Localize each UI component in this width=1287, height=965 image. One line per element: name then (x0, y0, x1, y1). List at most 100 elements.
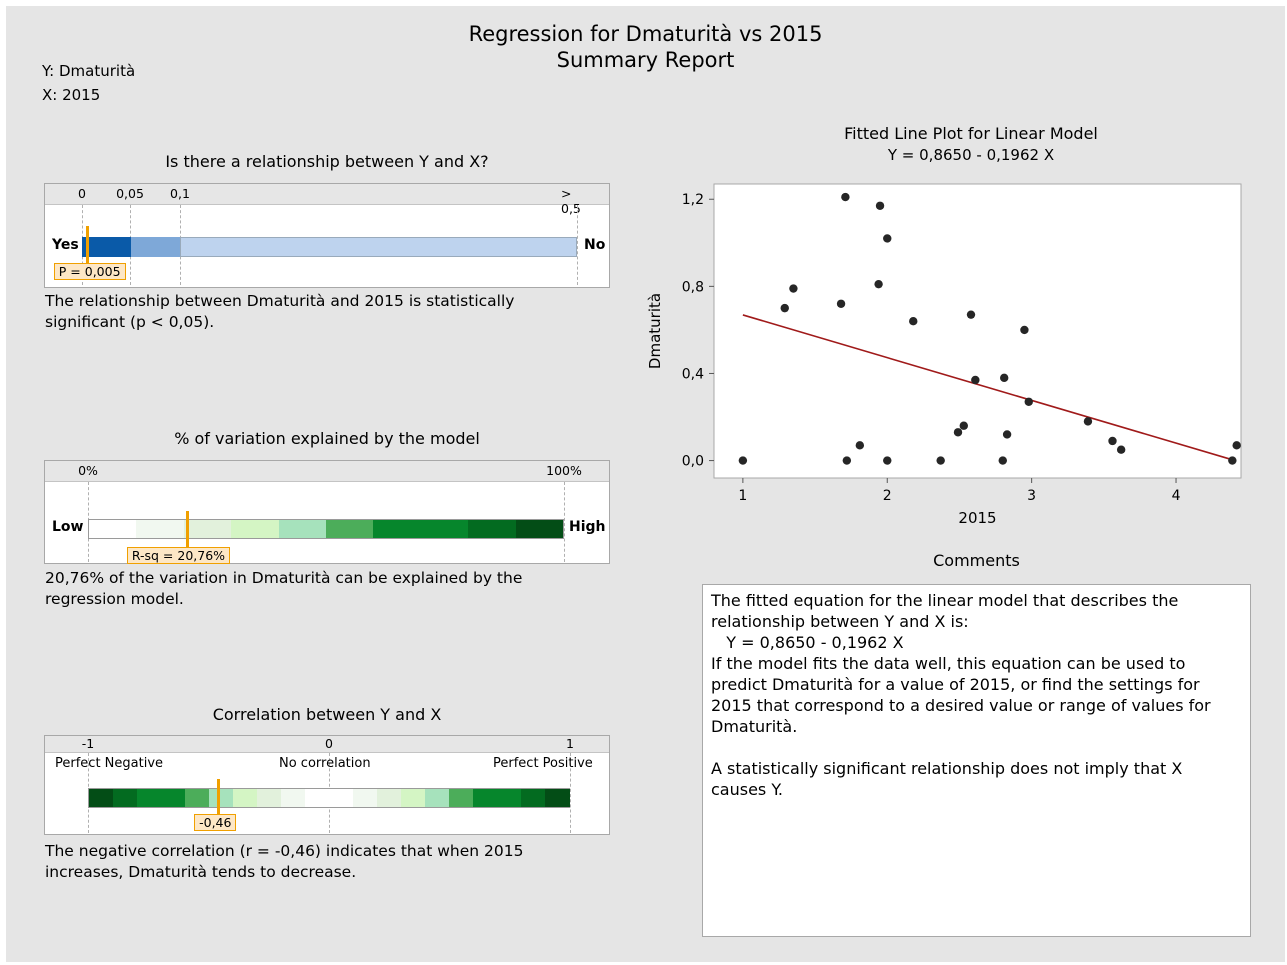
y-variable-label: Y: Dmaturità (42, 62, 136, 80)
pvalue-segment-strong (82, 237, 131, 257)
correlation-marker (217, 779, 221, 818)
pvalue-segment-medium (131, 237, 180, 257)
data-point (1020, 325, 1029, 335)
fitted-line (742, 314, 1235, 461)
correlation-segment (89, 789, 114, 807)
rsq-tick: 100% (546, 463, 582, 478)
pvalue-scale-header: 0 0,05 0,1 > 0,5 (45, 184, 609, 216)
x-tick-label: 3 (1027, 488, 1036, 504)
data-point (966, 310, 976, 319)
correlation-segment (497, 789, 522, 807)
rsq-gradient-bar (88, 519, 564, 539)
rsq-description: 20,76% of the variation in Dmaturità can… (45, 569, 523, 608)
data-point (1002, 430, 1012, 439)
plot-title: Fitted Line Plot for Linear Model (844, 124, 1098, 143)
data-point (874, 279, 883, 289)
correlation-segment (449, 789, 474, 807)
x-tick-label: 2 (883, 488, 892, 504)
report-title: Regression for Dmaturità vs 2015 (468, 22, 823, 46)
data-point (738, 456, 748, 465)
correlation-segment (233, 789, 258, 807)
data-point (780, 303, 789, 313)
correlation-gradient-bar (88, 788, 570, 808)
comments-box: The fitted equation for the linear model… (702, 584, 1251, 937)
rsq-segment (183, 520, 232, 538)
summary-report: Regression for Dmaturità vs 2015 Summary… (6, 6, 1285, 962)
data-point (855, 441, 865, 450)
correlation-tick: 0 (325, 736, 333, 751)
correlation-segment (401, 789, 426, 807)
rsq-segment (515, 520, 564, 538)
correlation-segment (521, 789, 546, 807)
data-point (1108, 436, 1117, 446)
data-point (842, 456, 852, 465)
correlation-marker-label: -0,46 (194, 814, 237, 831)
rsq-tick: 0% (78, 463, 98, 478)
rsq-scale: 0% 100% Low High R-sq = 20,76% (44, 460, 610, 564)
data-point (959, 421, 968, 430)
grid-line (564, 482, 565, 562)
correlation-tick: 1 (566, 736, 574, 751)
data-point (953, 428, 963, 437)
data-point (1024, 397, 1033, 406)
perfect-negative-label: Perfect Negative (55, 756, 164, 771)
y-tick-label: 1,2 (682, 192, 704, 208)
x-axis-label: 2015 (958, 509, 996, 527)
data-point (1000, 373, 1009, 383)
correlation-segment (281, 789, 306, 807)
correlation-segment (113, 789, 138, 807)
correlation-segment (161, 789, 186, 807)
grid-line (577, 205, 578, 285)
data-point (1083, 417, 1093, 426)
data-point (1228, 456, 1237, 465)
rsq-scale-header: 0% 100% (45, 461, 609, 482)
correlation-segment (257, 789, 282, 807)
correlation-segment (353, 789, 378, 807)
low-label: Low (52, 519, 84, 535)
data-point (836, 299, 846, 308)
plot-area (713, 183, 1242, 479)
data-point (936, 456, 945, 465)
rsq-segment (326, 520, 374, 538)
x-variable-label: X: 2015 (42, 86, 101, 104)
report-subtitle: Summary Report (556, 48, 735, 72)
rsq-segment (278, 520, 327, 538)
pvalue-segment-light (180, 237, 577, 257)
data-point (789, 284, 798, 293)
data-point (875, 201, 885, 210)
fitted-line-plot: 1 2 3 4 0,0 0,4 0,8 1,2 2015 Dmaturità (646, 183, 1242, 527)
correlation-segment (329, 789, 354, 807)
correlation-segment (209, 789, 234, 807)
rsq-marker-label: R-sq = 20,76% (126, 547, 231, 564)
correlation-segment (425, 789, 450, 807)
perfect-positive-label: Perfect Positive (493, 756, 593, 771)
correlation-segment (377, 789, 402, 807)
relationship-description: The relationship between Dmaturità and 2… (45, 292, 515, 331)
rsq-segment (231, 520, 280, 538)
correlation-segment (137, 789, 162, 807)
yes-label: Yes (52, 237, 79, 253)
grid-line (570, 753, 571, 833)
comments-title: Comments (933, 551, 1020, 570)
rsq-marker (185, 511, 189, 549)
data-point (909, 317, 918, 326)
y-axis-label: Dmaturità (646, 293, 664, 369)
correlation-segment (305, 789, 330, 807)
plot-subtitle: Y = 0,8650 - 0,1962 X (887, 146, 1055, 164)
pvalue-scale: 0 0,05 0,1 > 0,5 Yes No P = 0,005 (44, 183, 610, 288)
no-label: No (584, 237, 606, 253)
data-point (1116, 445, 1126, 454)
y-tick-label: 0,0 (682, 454, 704, 470)
correlation-tick: -1 (81, 736, 95, 751)
pvalue-tick: 0,05 (116, 186, 144, 201)
high-label: High (569, 519, 606, 535)
x-tick-label: 1 (738, 488, 747, 504)
rsq-segment (136, 520, 185, 538)
x-tick-label: 4 (1172, 488, 1181, 504)
pvalue-tick: > 0,5 (561, 186, 581, 216)
y-tick-label: 0,4 (682, 366, 704, 382)
pvalue-marker-label: P = 0,005 (53, 263, 126, 280)
relationship-title: Is there a relationship between Y and X? (165, 152, 489, 171)
data-point (883, 456, 892, 465)
pvalue-tick: 0,1 (170, 186, 190, 201)
